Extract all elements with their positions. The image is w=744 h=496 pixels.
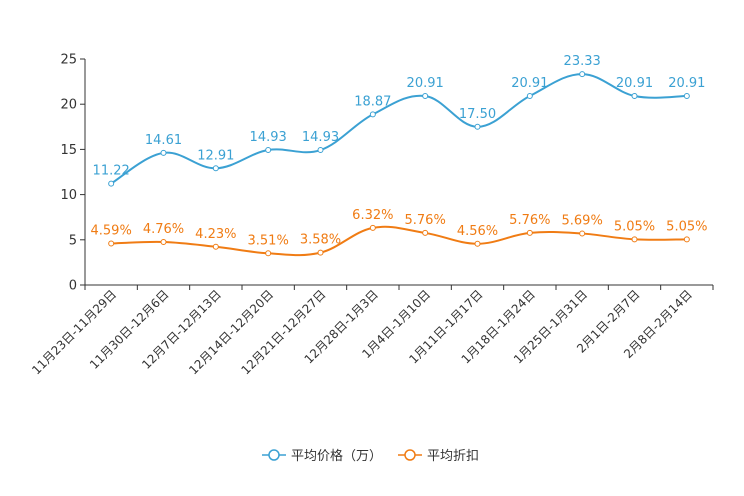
data-point-0-7[interactable]	[474, 123, 481, 130]
data-point-1-10[interactable]	[631, 236, 638, 243]
data-label-1-2: 4.23%	[195, 227, 236, 242]
legend-symbol-marker-1	[404, 449, 416, 461]
data-point-0-1[interactable]	[160, 149, 167, 156]
series-1: 4.59% 4.76% 4.23% 3.51% 3.58% 6.32% 5.76% 4.56%…	[91, 208, 707, 257]
data-label-1-4: 3.58%	[300, 233, 341, 248]
data-label-1-10: 5.05%	[614, 219, 655, 234]
data-point-1-8[interactable]	[526, 229, 533, 236]
data-label-0-4: 14.93	[302, 130, 339, 145]
data-point-0-9[interactable]	[579, 71, 586, 78]
data-point-0-0[interactable]	[108, 180, 115, 187]
data-point-0-4[interactable]	[317, 147, 324, 154]
chart-legend[interactable]: 平均价格（万） 平均折扣	[262, 448, 479, 464]
data-point-1-3[interactable]	[265, 250, 272, 257]
legend-label-0: 平均价格（万）	[291, 448, 382, 464]
data-point-1-7[interactable]	[474, 240, 481, 247]
data-point-0-3[interactable]	[265, 147, 272, 154]
data-point-1-4[interactable]	[317, 249, 324, 256]
data-label-1-7: 4.56%	[457, 224, 498, 239]
series-line-1	[111, 225, 687, 257]
data-label-1-5: 6.32%	[352, 208, 393, 223]
legend-label-1: 平均折扣	[427, 449, 479, 464]
legend-item-1[interactable]: 平均折扣	[398, 449, 479, 464]
y-tick-label-0: 0	[69, 279, 77, 294]
data-point-1-1[interactable]	[160, 238, 167, 245]
data-point-1-6[interactable]	[422, 229, 429, 236]
data-label-1-0: 4.59%	[91, 224, 132, 239]
chart-series: 11.22 14.61 12.91 14.93 14.93 18.87 20.91 17.50…	[91, 54, 707, 257]
y-tick-label-25: 25	[60, 53, 77, 68]
data-point-0-2[interactable]	[212, 165, 219, 172]
data-label-0-3: 14.93	[250, 130, 287, 145]
y-tick-label-15: 15	[60, 143, 77, 158]
data-point-0-8[interactable]	[526, 92, 533, 99]
data-label-0-11: 20.91	[668, 76, 705, 91]
legend-symbol-marker-0	[268, 449, 280, 461]
data-label-1-11: 5.05%	[666, 219, 707, 234]
data-label-0-6: 20.91	[407, 76, 444, 91]
data-label-1-8: 5.76%	[509, 213, 550, 228]
data-point-1-2[interactable]	[212, 243, 219, 250]
series-0: 11.22 14.61 12.91 14.93 14.93 18.87 20.91 17.50…	[93, 54, 705, 187]
data-label-0-7: 17.50	[459, 107, 496, 122]
data-point-0-6[interactable]	[422, 92, 429, 99]
data-label-0-9: 23.33	[564, 54, 601, 69]
data-point-0-10[interactable]	[631, 92, 638, 99]
y-tick-label-10: 10	[60, 188, 77, 203]
data-point-1-5[interactable]	[369, 224, 376, 231]
data-label-0-0: 11.22	[93, 164, 130, 179]
data-label-0-10: 20.91	[616, 76, 653, 91]
data-label-1-9: 5.69%	[562, 214, 603, 229]
data-label-0-8: 20.91	[511, 76, 548, 91]
data-label-1-1: 4.76%	[143, 222, 184, 237]
series-line-0	[110, 73, 687, 185]
data-point-1-11[interactable]	[683, 236, 690, 243]
data-label-0-1: 14.61	[145, 133, 182, 148]
y-tick-label-20: 20	[60, 98, 77, 113]
data-label-0-2: 12.91	[197, 148, 234, 163]
data-label-1-3: 3.51%	[248, 233, 289, 248]
data-point-0-5[interactable]	[369, 111, 376, 118]
x-tick-label-0: 11月23日-11月29日	[29, 287, 119, 377]
y-tick-label-5: 5	[69, 233, 77, 248]
data-point-0-11[interactable]	[683, 92, 690, 99]
data-label-0-5: 18.87	[354, 94, 391, 109]
data-point-1-0[interactable]	[108, 240, 115, 247]
data-label-1-6: 5.76%	[405, 213, 446, 228]
legend-item-0[interactable]: 平均价格（万）	[262, 448, 382, 464]
data-point-1-9[interactable]	[579, 230, 586, 237]
